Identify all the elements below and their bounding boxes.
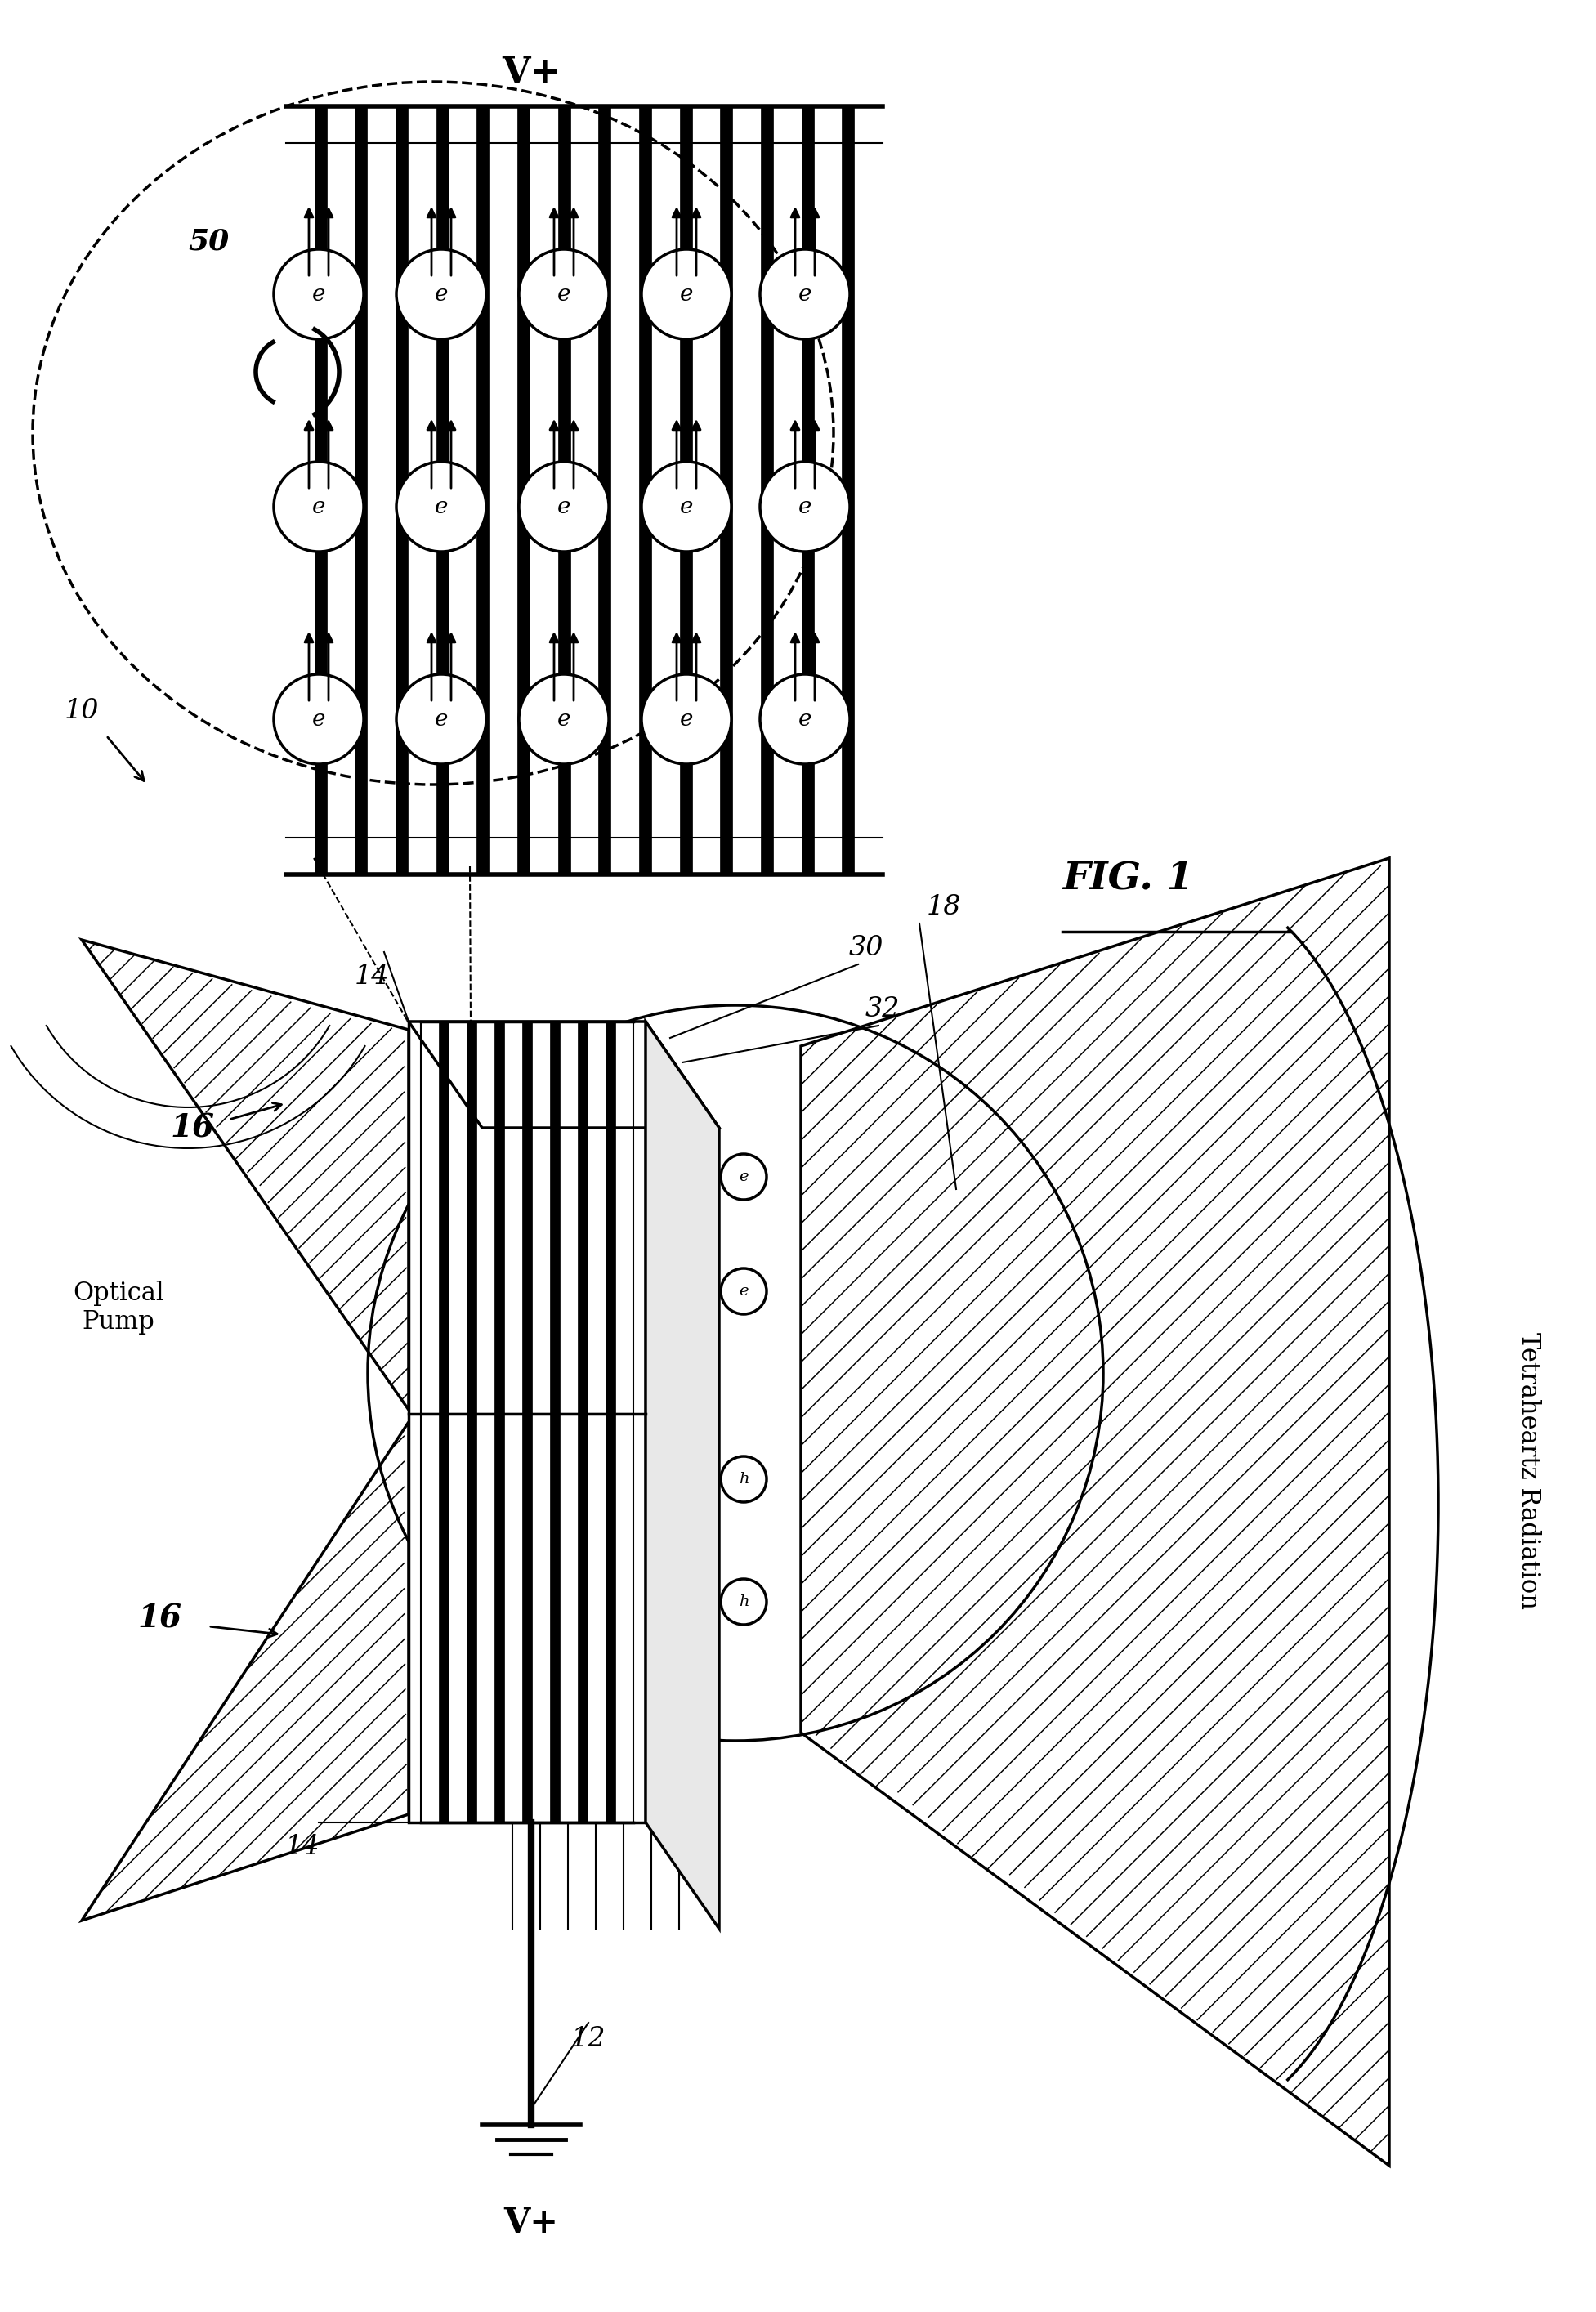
Text: e: e xyxy=(739,1283,749,1299)
Text: e: e xyxy=(680,707,693,731)
Text: V+: V+ xyxy=(504,2206,559,2240)
Text: e: e xyxy=(313,707,326,731)
Circle shape xyxy=(275,250,364,340)
Bar xyxy=(396,106,409,874)
Bar xyxy=(314,106,327,874)
Text: Tetraheartz Radiation: Tetraheartz Radiation xyxy=(1516,1332,1540,1609)
Circle shape xyxy=(519,462,608,553)
Circle shape xyxy=(721,1579,766,1625)
Text: e: e xyxy=(313,495,326,518)
Bar xyxy=(522,1022,531,1822)
Bar xyxy=(495,1022,504,1822)
Bar xyxy=(720,106,733,874)
Text: h: h xyxy=(739,1595,749,1609)
Text: e: e xyxy=(557,282,570,305)
Text: 10: 10 xyxy=(64,698,99,724)
Text: e: e xyxy=(557,495,570,518)
Text: V+: V+ xyxy=(501,55,560,90)
Bar xyxy=(421,1022,634,1415)
Circle shape xyxy=(275,675,364,765)
Circle shape xyxy=(396,675,487,765)
Text: e: e xyxy=(680,495,693,518)
Bar xyxy=(409,1022,646,1822)
Circle shape xyxy=(519,250,608,340)
Polygon shape xyxy=(409,1022,720,1128)
Text: 50: 50 xyxy=(188,227,228,254)
Bar xyxy=(517,106,530,874)
Circle shape xyxy=(642,462,731,553)
Circle shape xyxy=(519,675,608,765)
Text: 12: 12 xyxy=(571,2025,606,2053)
Text: e: e xyxy=(798,495,812,518)
Bar xyxy=(578,1022,587,1822)
Text: 32: 32 xyxy=(865,996,900,1022)
Circle shape xyxy=(642,675,731,765)
Bar xyxy=(559,106,570,874)
Text: e: e xyxy=(557,707,570,731)
Text: 30: 30 xyxy=(849,934,884,962)
Text: 14: 14 xyxy=(354,964,389,990)
Polygon shape xyxy=(646,1022,720,1928)
Bar xyxy=(761,106,772,874)
Bar xyxy=(551,1022,560,1822)
Circle shape xyxy=(396,462,487,553)
Bar xyxy=(680,106,693,874)
Text: e: e xyxy=(798,282,812,305)
Bar xyxy=(801,106,814,874)
Text: e: e xyxy=(434,282,448,305)
Text: e: e xyxy=(313,282,326,305)
Circle shape xyxy=(760,675,851,765)
Bar xyxy=(477,106,488,874)
Text: 18: 18 xyxy=(927,895,961,920)
Bar xyxy=(598,106,611,874)
Text: Optical
Pump: Optical Pump xyxy=(73,1281,164,1334)
Bar xyxy=(436,106,448,874)
Circle shape xyxy=(721,1457,766,1503)
Bar xyxy=(638,106,651,874)
Bar xyxy=(439,1022,448,1822)
Text: e: e xyxy=(434,495,448,518)
Text: 14: 14 xyxy=(286,1833,319,1861)
Circle shape xyxy=(721,1269,766,1313)
Text: e: e xyxy=(739,1170,749,1184)
Text: e: e xyxy=(680,282,693,305)
Bar xyxy=(354,106,367,874)
Text: FIG. 1: FIG. 1 xyxy=(1063,860,1194,897)
Text: e: e xyxy=(798,707,812,731)
Bar xyxy=(421,1415,634,1822)
Text: h: h xyxy=(739,1473,749,1487)
Text: e: e xyxy=(434,707,448,731)
Bar xyxy=(466,1022,477,1822)
Circle shape xyxy=(396,250,487,340)
Circle shape xyxy=(642,250,731,340)
Text: 16: 16 xyxy=(171,1112,214,1144)
Circle shape xyxy=(760,250,851,340)
Text: 16: 16 xyxy=(137,1602,182,1635)
Circle shape xyxy=(760,462,851,553)
Circle shape xyxy=(721,1154,766,1200)
Bar xyxy=(843,106,854,874)
Circle shape xyxy=(275,462,364,553)
Bar xyxy=(605,1022,616,1822)
